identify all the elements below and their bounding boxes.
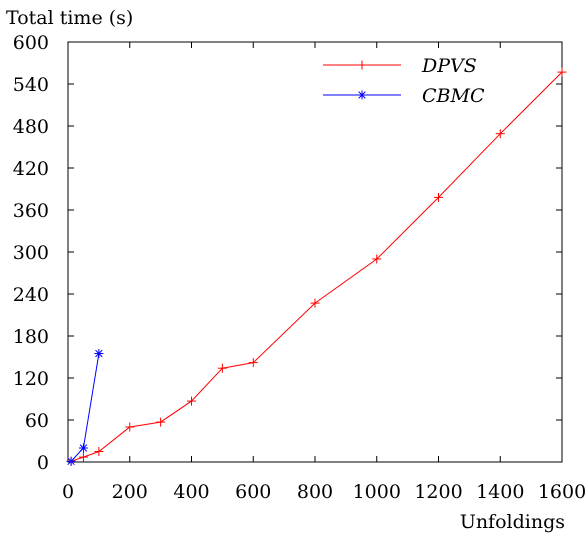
data-point <box>156 417 166 427</box>
data-point <box>66 456 76 466</box>
y-tick-label: 180 <box>13 326 49 348</box>
y-tick-label: 480 <box>13 116 49 138</box>
plot-frame <box>67 41 563 463</box>
data-point <box>434 192 443 202</box>
data-point <box>357 90 367 100</box>
y-tick-label: 240 <box>13 284 49 306</box>
data-point <box>217 363 227 373</box>
series-line <box>70 353 100 462</box>
legend-label: CBMC <box>422 85 485 107</box>
data-point <box>94 447 104 456</box>
data-point <box>187 396 196 406</box>
y-tick-label: 60 <box>25 410 49 432</box>
x-tick-label: 1400 <box>476 481 524 503</box>
x-tick-label: 800 <box>297 481 333 503</box>
series-layer <box>66 67 567 466</box>
data-point <box>310 298 320 308</box>
x-tick-label: 600 <box>235 481 271 503</box>
data-point <box>248 358 258 368</box>
x-tick-label: 1200 <box>414 481 462 503</box>
y-tick-label: 360 <box>13 200 49 222</box>
legend-label: DPVS <box>421 55 477 77</box>
legend-item: DPVS <box>323 55 477 77</box>
data-point <box>495 129 505 139</box>
x-axis-label: Unfoldings <box>460 511 565 533</box>
legend: DPVS CBMC <box>323 55 485 107</box>
data-point <box>78 452 88 462</box>
data-point <box>372 254 382 264</box>
data-point <box>357 60 367 70</box>
y-tick-label: 540 <box>13 74 49 96</box>
y-axis-label: Total time (s) <box>6 7 133 29</box>
data-point <box>125 422 135 432</box>
axis-ticks: 0 60 120 180 240 300 360 420 480 540 600 0 200 400 600… <box>13 32 586 503</box>
x-tick-label: 1000 <box>353 481 401 503</box>
x-tick-label: 1600 <box>538 481 586 503</box>
y-tick-label: 420 <box>13 158 49 180</box>
data-point <box>94 349 104 358</box>
legend-item: CBMC <box>323 85 485 107</box>
y-tick-label: 0 <box>37 452 49 474</box>
data-point <box>557 67 567 77</box>
x-tick-label: 0 <box>62 481 74 503</box>
y-tick-label: 300 <box>13 242 49 264</box>
series-cbmc <box>66 349 104 466</box>
y-tick-label: 120 <box>13 368 49 390</box>
x-tick-label: 200 <box>112 481 148 503</box>
series-line <box>70 71 563 462</box>
data-point <box>78 443 88 453</box>
y-tick-label: 600 <box>13 32 49 54</box>
x-tick-label: 400 <box>173 481 209 503</box>
series-dpvs <box>66 67 567 466</box>
